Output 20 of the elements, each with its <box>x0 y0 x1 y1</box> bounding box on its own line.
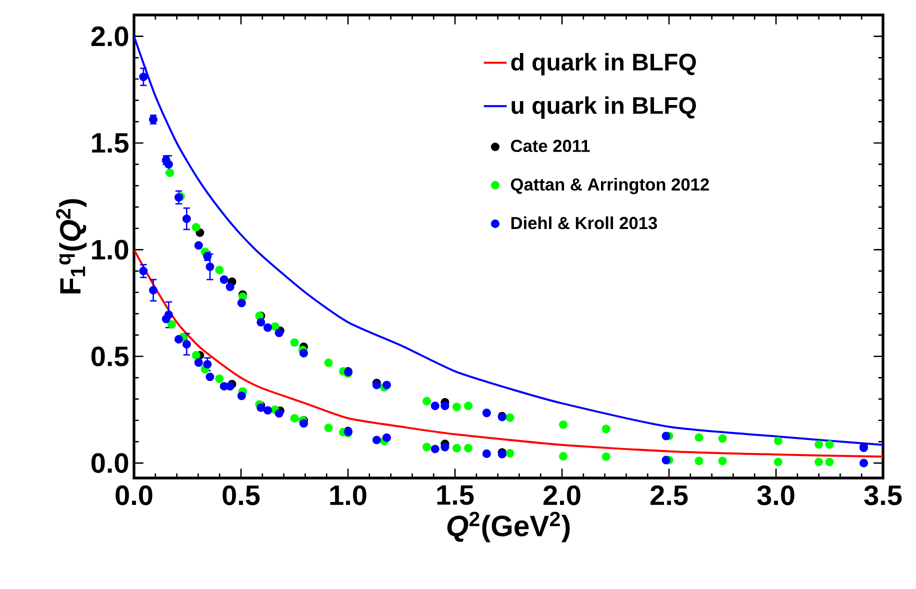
legend-label: d quark in BLFQ <box>511 53 696 76</box>
y-tick-label: 1.0 <box>92 240 128 260</box>
x-tick-label: 3.0 <box>757 485 794 506</box>
legend-label: Cate 2011 <box>510 140 590 152</box>
legend-label: Diehl & Kroll 2013 <box>511 216 657 230</box>
x-tick-label: 2.5 <box>650 485 688 506</box>
y-tick-label: 0.0 <box>91 453 128 473</box>
x-tick-label: 0.5 <box>222 485 260 506</box>
x-tick-label: 2.0 <box>544 485 580 506</box>
x-tick-label: 3.5 <box>864 485 902 506</box>
legend-label: Qattan & Arrington 2012 <box>510 178 709 194</box>
x-axis-title: Q$^{2}$(GeV$^{2}$) <box>447 512 570 542</box>
legend-label: u quark in BLFQ <box>512 96 696 119</box>
y-tick-label: 1.5 <box>92 133 129 153</box>
y-tick-label: 2.0 <box>91 26 128 46</box>
y-tick-label: 0.5 <box>91 346 129 366</box>
x-tick-label: 1.5 <box>437 485 474 505</box>
y-axis-title: F$_{1}$$^{q}$(Q$^{2}$) <box>56 199 87 294</box>
x-tick-label: 1.0 <box>330 485 366 506</box>
x-tick-label: 0.0 <box>116 485 152 506</box>
